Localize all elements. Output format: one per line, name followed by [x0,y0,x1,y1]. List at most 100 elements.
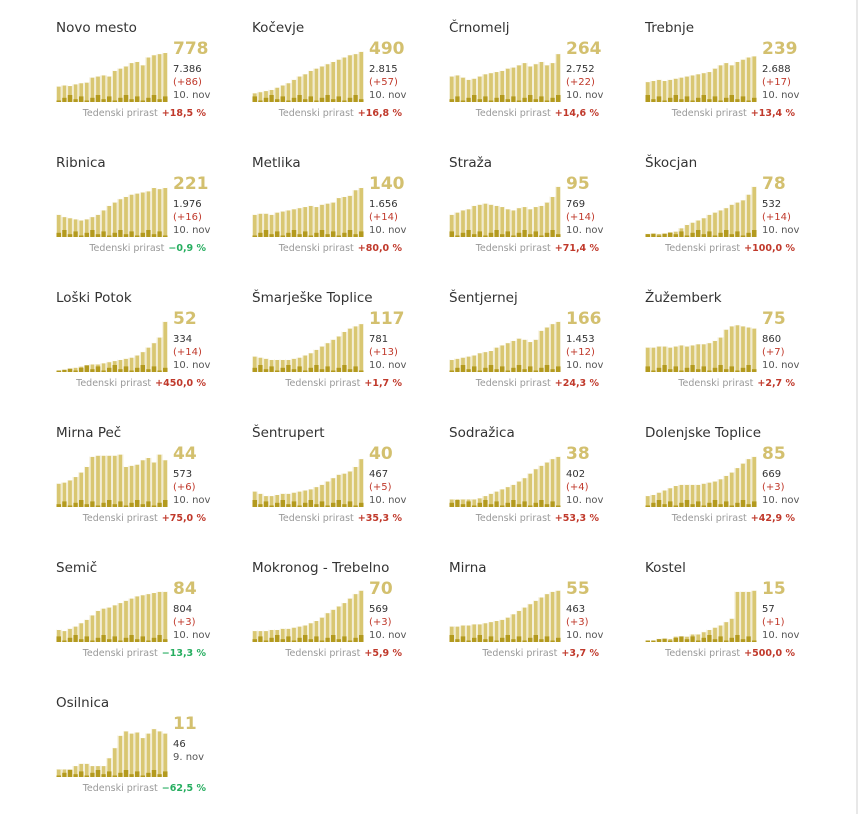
new-cases-bar [347,97,353,102]
active-cases-bar [718,624,724,642]
active-cases-bar [358,590,364,642]
new-cases-bar [359,502,364,507]
municipality-card[interactable]: Dolenjske Toplice 85 669 (+3) 10. nov Tedensk… [645,425,841,545]
active-cases-bar [101,455,107,507]
new-cases-bar [95,234,101,237]
municipality-card[interactable]: Šmarješke Toplice 117 781 (+13) 10. nov Teden… [252,290,448,410]
municipality-card[interactable]: Kočevje 490 2.815 (+57) 10. nov Tedenski prir… [252,20,448,140]
active-cases-bar [734,201,740,237]
municipality-card[interactable]: Črnomelj 264 2.752 (+22) 10. nov Tedenski pri… [449,20,645,140]
new-cases-bar [331,99,336,102]
municipality-name: Dolenjske Toplice [645,425,761,441]
new-cases-bar [455,639,460,642]
active-cases-value: 55 [566,579,590,599]
active-cases-value: 11 [173,714,197,734]
active-cases-bar [308,488,314,507]
active-cases-bar [550,458,556,507]
sparkline-chart [449,590,561,642]
municipality-card[interactable]: Osilnica 11 46 9. nov Tedenski prirast −62,5 … [56,695,252,815]
new-cases-bar [151,95,157,102]
new-cases-bar [163,96,168,102]
municipality-card[interactable]: Žužemberk 75 860 (+7) 10. nov Tedenski priras… [645,290,841,410]
new-cases-bar [544,504,550,507]
active-cases-bar [325,63,331,102]
municipality-card[interactable]: Mirna Peč 44 573 (+6) 10. nov Tedenski priras… [56,425,252,545]
municipality-card[interactable]: Šentrupert 40 467 (+5) 10. nov Tedenski prira… [252,425,448,545]
active-cases-bar [449,626,455,642]
municipality-card[interactable]: Novo mesto 778 7.386 (+86) 10. nov Tedenski p… [56,20,252,140]
new-cases-bar [157,502,162,507]
municipality-card[interactable]: Kostel 15 57 (+1) 10. nov Tedenski prirast +50… [645,560,841,680]
new-cases-bar [79,367,84,372]
municipality-card[interactable]: Trebnje 239 2.688 (+17) 10. nov Tedenski prir… [645,20,841,140]
active-cases-bar [718,478,724,507]
new-cases-bar [668,640,673,642]
municipality-card[interactable]: Straža 95 769 (+14) 10. nov Tedenski prirast +… [449,155,645,275]
new-cases-bar [84,775,89,777]
weekly-growth-label: Tedenski prirast [89,243,165,254]
active-cases-value: 264 [566,39,602,59]
active-cases-bar [129,465,135,507]
new-cases-bar [735,99,740,102]
new-cases-bar [516,232,522,237]
new-cases-bar [359,231,364,237]
new-cases-bar [297,637,302,642]
municipality-card[interactable]: Mirna 55 463 (+3) 10. nov Tedenski prirast +3,… [449,560,645,680]
active-cases-bar [269,214,275,237]
municipality-card[interactable]: Ribnica 221 1.976 (+16) 10. nov Tedenski prir… [56,155,252,275]
new-cases-bar [151,637,157,642]
new-cases-bar [308,500,313,507]
municipality-card[interactable]: Mokronog - Trebelno 70 569 (+3) 10. nov Teden… [252,560,448,680]
sparkline-chart [645,590,757,642]
active-cases-bar [61,630,67,642]
active-cases-bar [257,493,263,507]
active-cases-value: 95 [566,174,590,194]
municipality-card[interactable]: Škocjan 78 532 (+14) 10. nov Tedenski prirast… [645,155,841,275]
active-cases-bar [449,359,455,372]
active-cases-bar [550,591,556,642]
new-cases-bar [668,97,673,102]
new-cases-bar [347,369,353,372]
municipality-card[interactable]: Semič 84 804 (+3) 10. nov Tedenski prirast −13… [56,560,252,680]
municipality-card[interactable]: Sodražica 38 402 (+4) 10. nov Tedenski priras… [449,425,645,545]
weekly-growth: Tedenski prirast −62,5 % [83,783,206,794]
new-cases-bar [112,232,117,237]
active-cases-bar [667,347,673,372]
municipality-card[interactable]: Metlika 140 1.656 (+14) 10. nov Tedenski prir… [252,155,448,275]
new-cases-bar [528,366,533,372]
active-cases-bar [662,489,668,507]
active-cases-bar [645,81,651,102]
active-cases-bar [280,84,286,102]
municipality-card[interactable]: Šentjernej 166 1.453 (+12) 10. nov Tedenski p… [449,290,645,410]
new-cases-bar [735,370,740,372]
active-cases-value: 15 [762,579,786,599]
new-cases-bar [544,100,550,102]
municipality-card[interactable]: Loški Potok 52 334 (+14) 10. nov Tedenski pri… [56,290,252,410]
active-cases-value: 778 [173,39,209,59]
active-cases-bar [157,454,163,507]
active-cases-bar [95,455,101,507]
municipality-name: Straža [449,155,493,171]
active-cases-bar [162,321,168,372]
active-cases-bar [723,475,729,507]
new-cases-bar [90,772,95,777]
new-cases-bar [347,501,353,507]
new-cases-bar [95,366,101,372]
date-label: 10. nov [173,225,211,236]
trend-area [645,324,757,372]
new-cases-bar [123,234,129,237]
new-cases-bar [319,640,325,642]
new-cases-bar [712,367,718,372]
new-cases-bar [707,231,712,237]
new-cases-bar [645,640,650,642]
active-cases-bar [678,77,684,102]
new-cases-bar [707,99,712,102]
active-cases-bar [746,194,752,237]
new-cases-bar [62,640,67,642]
active-cases-bar [527,65,533,102]
weekly-growth-label: Tedenski prirast [671,513,747,524]
new-cases-bar [455,235,460,237]
new-cases-bar [483,235,488,237]
new-cases-bar [746,504,751,507]
active-cases-bar [706,482,712,507]
